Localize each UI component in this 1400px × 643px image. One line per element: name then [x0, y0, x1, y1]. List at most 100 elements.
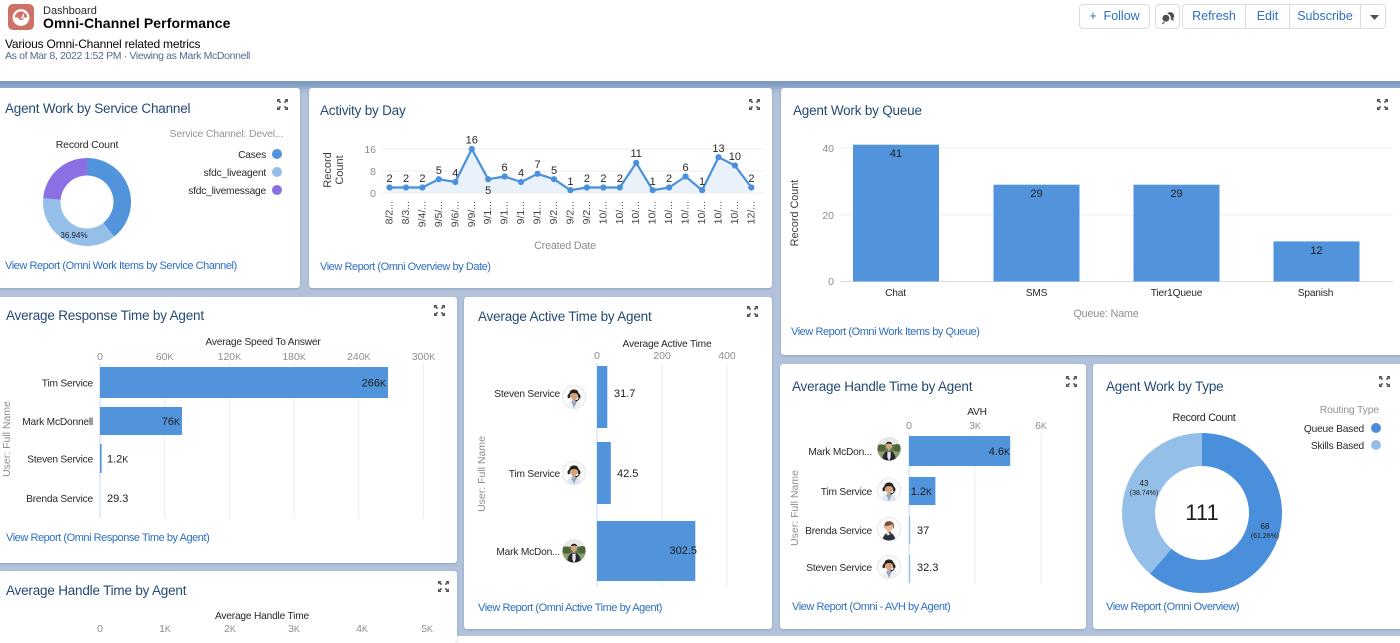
svg-text:0: 0	[97, 351, 103, 363]
svg-text:5: 5	[551, 165, 557, 177]
svg-text:9/1...: 9/1...	[482, 201, 494, 224]
svg-text:Skills Based: Skills Based	[1311, 441, 1365, 452]
svg-text:Record Count: Record Count	[789, 180, 801, 247]
svg-text:20: 20	[822, 210, 834, 222]
svg-text:16: 16	[466, 135, 478, 147]
svg-text:29.3: 29.3	[107, 493, 128, 505]
svg-text:1.2K: 1.2K	[107, 454, 128, 466]
svg-text:12: 12	[1310, 245, 1322, 257]
svg-text:9/1...: 9/1...	[532, 201, 544, 224]
svg-text:7: 7	[534, 159, 540, 171]
svg-text:29: 29	[1170, 188, 1182, 200]
svg-text:5K: 5K	[421, 623, 433, 635]
svg-text:0: 0	[828, 276, 834, 288]
svg-text:1: 1	[650, 176, 656, 188]
svg-text:240K: 240K	[347, 351, 371, 363]
svg-text:60K: 60K	[156, 351, 174, 363]
svg-text:2: 2	[666, 173, 672, 185]
svg-text:User: Full Name: User: Full Name	[789, 470, 801, 546]
svg-text:Mark McDon...: Mark McDon...	[808, 447, 872, 458]
svg-text:Mark McDonnell: Mark McDonnell	[22, 417, 93, 428]
svg-text:Routing Type: Routing Type	[1320, 404, 1380, 416]
svg-text:111: 111	[1185, 500, 1218, 525]
svg-text:32.3: 32.3	[917, 562, 938, 574]
svg-text:Count: Count	[334, 155, 346, 184]
svg-text:Tim Service: Tim Service	[42, 379, 94, 390]
svg-text:Record Count: Record Count	[56, 139, 119, 151]
svg-text:10/...: 10/...	[597, 201, 609, 224]
svg-text:Queue Based: Queue Based	[1304, 424, 1365, 435]
svg-text:9/4/...: 9/4/...	[416, 201, 428, 227]
svg-text:42.5: 42.5	[617, 468, 638, 480]
svg-text:31.7: 31.7	[614, 388, 635, 400]
svg-text:9/1...: 9/1...	[515, 201, 527, 224]
svg-text:Average Speed To Answer: Average Speed To Answer	[205, 337, 321, 348]
svg-text:6: 6	[502, 162, 508, 174]
svg-text:1.2K: 1.2K	[911, 486, 932, 498]
svg-text:6: 6	[683, 162, 689, 174]
svg-text:1: 1	[699, 176, 705, 188]
svg-text:Queue: Name: Queue: Name	[1073, 308, 1138, 320]
svg-text:Mark McDon...: Mark McDon...	[496, 547, 560, 558]
svg-text:8: 8	[370, 166, 376, 178]
svg-text:37: 37	[917, 525, 929, 537]
svg-text:3K: 3K	[969, 420, 981, 432]
svg-text:11: 11	[630, 148, 641, 160]
svg-text:9/1...: 9/1...	[499, 201, 511, 224]
svg-text:10/...: 10/...	[647, 201, 659, 224]
svg-text:9/5/...: 9/5/...	[433, 201, 445, 227]
svg-text:2K: 2K	[224, 623, 236, 635]
svg-text:Brenda Service: Brenda Service	[805, 526, 872, 537]
svg-text:9/6/...: 9/6/...	[449, 201, 461, 227]
svg-text:16: 16	[364, 144, 376, 156]
svg-text:2: 2	[617, 173, 623, 185]
svg-text:0: 0	[97, 623, 103, 635]
svg-text:Steven Service: Steven Service	[494, 389, 560, 400]
svg-text:User: Full Name: User: Full Name	[476, 436, 488, 512]
svg-text:400: 400	[718, 350, 736, 362]
svg-text:2: 2	[403, 173, 409, 185]
svg-text:Tier1Queue: Tier1Queue	[1151, 288, 1203, 299]
svg-text:4: 4	[452, 168, 458, 180]
svg-text:0: 0	[370, 188, 376, 200]
svg-text:40: 40	[822, 143, 834, 155]
svg-text:4.6K: 4.6K	[989, 446, 1010, 458]
svg-text:0: 0	[594, 350, 600, 362]
svg-text:8/3...: 8/3...	[400, 201, 412, 224]
svg-text:2: 2	[584, 173, 590, 185]
svg-text:76K: 76K	[162, 416, 180, 428]
svg-text:2: 2	[419, 173, 425, 185]
svg-text:(61.26%): (61.26%)	[1251, 533, 1279, 540]
svg-text:68: 68	[1261, 522, 1270, 531]
svg-text:1K: 1K	[159, 623, 171, 635]
svg-text:10/...: 10/...	[630, 201, 642, 224]
svg-text:5: 5	[436, 165, 442, 177]
svg-text:Tim Service: Tim Service	[509, 469, 561, 480]
svg-text:AVH: AVH	[967, 407, 987, 418]
svg-text:5: 5	[485, 185, 491, 197]
svg-text:Steven Service: Steven Service	[806, 563, 872, 574]
svg-text:9/2...: 9/2...	[581, 201, 593, 224]
svg-text:sfdc_liveagent: sfdc_liveagent	[204, 168, 267, 179]
svg-text:2: 2	[600, 173, 606, 185]
svg-text:10/...: 10/...	[663, 201, 675, 224]
svg-text:10/...: 10/...	[680, 201, 692, 224]
svg-text:10/...: 10/...	[729, 201, 741, 224]
svg-text:SMS: SMS	[1026, 288, 1048, 299]
svg-text:Record Count: Record Count	[1172, 412, 1235, 424]
svg-text:Average Handle Time: Average Handle Time	[215, 611, 310, 622]
svg-text:10: 10	[729, 151, 741, 163]
svg-text:Spanish: Spanish	[1298, 288, 1333, 299]
svg-text:6K: 6K	[1035, 420, 1047, 432]
svg-text:13: 13	[712, 143, 724, 155]
svg-text:4: 4	[518, 168, 524, 180]
svg-text:(38.74%): (38.74%)	[1130, 490, 1158, 497]
svg-text:43: 43	[1140, 479, 1149, 488]
svg-text:10/...: 10/...	[713, 201, 725, 224]
svg-text:Tim Service: Tim Service	[821, 487, 873, 498]
svg-text:9/9/...: 9/9/...	[466, 201, 478, 227]
svg-text:User: Full Name: User: Full Name	[1, 401, 13, 477]
svg-text:Service Channel: Devel...: Service Channel: Devel...	[170, 128, 283, 140]
svg-text:Brenda Service: Brenda Service	[26, 494, 93, 505]
svg-text:41: 41	[890, 148, 902, 160]
